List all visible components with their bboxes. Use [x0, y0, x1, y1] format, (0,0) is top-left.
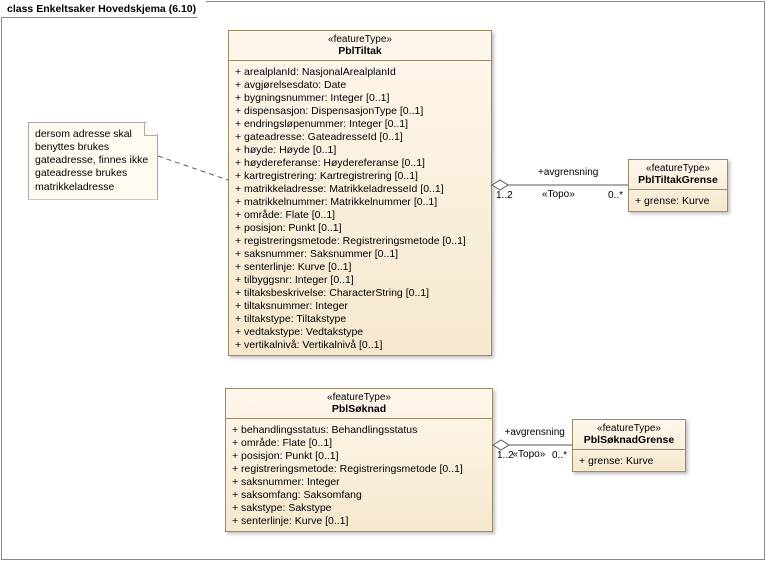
- note: dersom adresse skalbenyttes brukesgatead…: [28, 122, 158, 200]
- attribute: + saksomfang: Saksomfang: [232, 488, 486, 501]
- attribute: + matrikkelnummer: Matrikkelnummer [0..1…: [235, 195, 485, 208]
- class-pblsoknad[interactable]: «featureType» PblSøknad + behandlingssta…: [225, 388, 493, 532]
- note-line: gateadresse, finnes ikke: [35, 154, 148, 166]
- attribute: + avgjørelsesdato: Date: [235, 78, 485, 91]
- attribute: + område: Flate [0..1]: [232, 436, 486, 449]
- diagram-title: Enkeltsaker Hovedskjema (6.10): [36, 3, 196, 15]
- attribute-list: + arealplanId: NasjonalArealplanId+ avgj…: [229, 61, 491, 355]
- attribute: + område: Flate [0..1]: [235, 208, 485, 221]
- note-line: gateadresse brukes: [35, 167, 127, 179]
- attribute: + saksnummer: Integer: [232, 475, 486, 488]
- class-pblsoknadgrense[interactable]: «featureType» PblSøknadGrense + grense: …: [572, 419, 686, 472]
- note-line: benyttes brukes: [35, 141, 109, 153]
- association-label: 0..*: [552, 450, 567, 461]
- attribute: + grense: Kurve: [635, 194, 721, 207]
- attribute: + høydereferanse: Høydereferanse [0..1]: [235, 156, 485, 169]
- attribute: + endringsløpenummer: Integer [0..1]: [235, 117, 485, 130]
- attribute: + senterlinje: Kurve [0..1]: [235, 260, 485, 273]
- class-name: PblTiltak: [233, 45, 487, 57]
- association-label: 0..*: [608, 190, 623, 201]
- attribute: + vedtakstype: Vedtakstype: [235, 325, 485, 338]
- association-label: +avgrensning: [505, 427, 565, 438]
- diagram-title-tab: class Enkeltsaker Hovedskjema (6.10): [1, 1, 207, 18]
- note-line: dersom adresse skal: [35, 128, 132, 140]
- attribute: + vertikalnivå: Vertikalnivå [0..1]: [235, 338, 485, 351]
- attribute: + grense: Kurve: [579, 454, 679, 467]
- association-label: «Topo»: [513, 449, 546, 460]
- attribute-list: + grense: Kurve: [629, 190, 727, 211]
- association-label: 1..2: [496, 190, 513, 201]
- note-line: matrikkeladresse: [35, 181, 114, 193]
- attribute: + tiltaksnummer: Integer: [235, 299, 485, 312]
- attribute: + posisjon: Punkt [0..1]: [235, 221, 485, 234]
- attribute: + høyde: Høyde [0..1]: [235, 143, 485, 156]
- association-label: +avgrensning: [538, 167, 598, 178]
- class-name: PblSøknadGrense: [577, 434, 681, 446]
- attribute-list: + behandlingsstatus: Behandlingsstatus+ …: [226, 419, 492, 531]
- attribute-list: + grense: Kurve: [573, 450, 685, 471]
- attribute: + senterlinje: Kurve [0..1]: [232, 514, 486, 527]
- class-name: PblSøknad: [230, 403, 488, 415]
- association-label: «Topo»: [542, 189, 575, 200]
- class-pbltiltakgrense[interactable]: «featureType» PblTiltakGrense + grense: …: [628, 159, 728, 212]
- attribute: + matrikkeladresse: MatrikkeladresseId […: [235, 182, 485, 195]
- attribute: + saksnummer: Saksnummer [0..1]: [235, 247, 485, 260]
- stereotype: «featureType»: [577, 423, 681, 434]
- attribute: + tilbyggsnr: Integer [0..1]: [235, 273, 485, 286]
- association-label: 1..2: [497, 450, 514, 461]
- attribute: + registreringsmetode: Registreringsmeto…: [235, 234, 485, 247]
- attribute: + posisjon: Punkt [0..1]: [232, 449, 486, 462]
- attribute: + arealplanId: NasjonalArealplanId: [235, 65, 485, 78]
- stereotype: «featureType»: [233, 34, 487, 45]
- attribute: + gateadresse: GateadresseId [0..1]: [235, 130, 485, 143]
- diagram-kind-label: class: [7, 3, 33, 15]
- attribute: + sakstype: Sakstype: [232, 501, 486, 514]
- attribute: + behandlingsstatus: Behandlingsstatus: [232, 423, 486, 436]
- attribute: + bygningsnummer: Integer [0..1]: [235, 91, 485, 104]
- stereotype: «featureType»: [230, 392, 488, 403]
- attribute: + registreringsmetode: Registreringsmeto…: [232, 462, 486, 475]
- attribute: + kartregistrering: Kartregistrering [0.…: [235, 169, 485, 182]
- class-name: PblTiltakGrense: [633, 174, 723, 186]
- attribute: + tiltaksbeskrivelse: CharacterString [0…: [235, 286, 485, 299]
- attribute: + dispensasjon: DispensasjonType [0..1]: [235, 104, 485, 117]
- attribute: + tiltakstype: Tiltakstype: [235, 312, 485, 325]
- stereotype: «featureType»: [633, 163, 723, 174]
- class-pbltiltak[interactable]: «featureType» PblTiltak + arealplanId: N…: [228, 30, 492, 356]
